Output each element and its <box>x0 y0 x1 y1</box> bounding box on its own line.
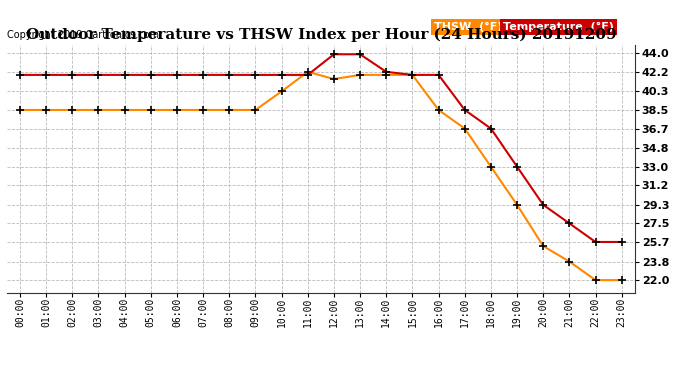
Text: Copyright 2019 Cartronics.com: Copyright 2019 Cartronics.com <box>7 30 159 40</box>
Title: Outdoor Temperature vs THSW Index per Hour (24 Hours) 20191209: Outdoor Temperature vs THSW Index per Ho… <box>26 28 616 42</box>
Text: THSW  (°F): THSW (°F) <box>434 22 502 32</box>
Text: Temperature  (°F): Temperature (°F) <box>503 22 614 32</box>
